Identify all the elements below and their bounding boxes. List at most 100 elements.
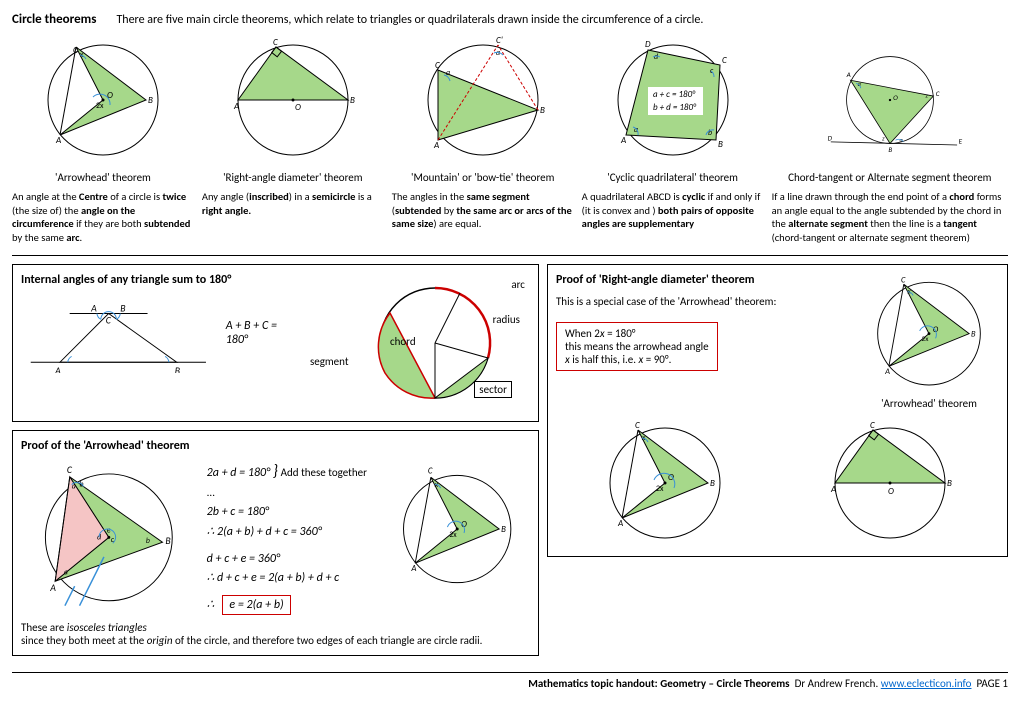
svg-text:A: A <box>90 302 97 314</box>
svg-text:E: E <box>958 136 962 145</box>
label-chord: chord <box>390 335 416 348</box>
svg-text:A: A <box>433 140 439 151</box>
svg-text:B: B <box>710 478 715 489</box>
svg-text:A: A <box>49 582 56 594</box>
rightangle-small-diagram: C x A B O 2x <box>859 273 999 394</box>
footer-link[interactable]: www.eclecticon.info <box>881 677 972 690</box>
arrowhead-proof-section: Proof of the 'Arrowhead' theorem A B C a… <box>12 430 539 657</box>
svg-text:B: B <box>971 329 976 339</box>
label-arc: arc <box>511 278 525 291</box>
svg-text:B: B <box>350 95 355 106</box>
chordtangent-diagram: A C B D E O a a z z <box>815 35 965 165</box>
svg-text:2x: 2x <box>656 484 664 494</box>
right-column: Proof of 'Right-angle diameter' theorem … <box>547 264 1008 665</box>
svg-text:C: C <box>273 37 278 48</box>
svg-text:C: C <box>722 55 727 66</box>
svg-text:a: a <box>64 568 68 577</box>
theorem-desc-3: A quadrilateral ABCD is cyclic if and on… <box>582 190 764 231</box>
svg-text:O: O <box>888 486 894 497</box>
svg-text:A: A <box>617 518 623 529</box>
svg-text:2x: 2x <box>922 335 930 344</box>
svg-text:C: C <box>870 420 875 431</box>
internal-angles-title: Internal angles of any triangle sum to 1… <box>21 273 300 287</box>
svg-text:A: A <box>410 564 416 574</box>
triple-diag-2: C A B O <box>815 418 965 548</box>
label-radius: radius <box>493 313 520 326</box>
theorem-desc-0: An angle at the Centre of a circle is tw… <box>12 190 194 245</box>
proof-equations: 2a + d = 180° } Add these together ... 2… <box>207 459 374 616</box>
eq4: d + c + e = 360° <box>207 550 374 569</box>
isosceles-note: These are isosceles trianglessince they … <box>21 621 530 647</box>
svg-text:C: C <box>635 420 640 431</box>
cyclic-diagram: A B C D a b c d a + c = 180° b + d = 180… <box>598 35 748 165</box>
theorem-chordtangent: A C B D E O a a z z Chord-tangent or Alt… <box>772 35 1008 245</box>
page-subtitle: There are five main circle theorems, whi… <box>116 13 703 27</box>
svg-text:O: O <box>107 90 113 101</box>
footer-prefix: Mathematics topic handout: Geometry – Ci… <box>528 677 789 690</box>
theorem-name-2: 'Mountain' or 'bow-tie' theorem <box>411 171 554 184</box>
svg-text:d: d <box>654 52 658 62</box>
svg-text:C: C <box>106 314 112 326</box>
svg-text:C: C <box>936 89 940 98</box>
svg-text:B: B <box>718 139 723 150</box>
svg-text:B: B <box>165 535 170 547</box>
theorem-arrowhead: C x A B O 2x 'Arrowhead' theorem An angl… <box>12 35 194 245</box>
label-sector: sector <box>474 381 512 398</box>
svg-text:2x: 2x <box>449 530 457 539</box>
svg-text:D: D <box>645 39 651 50</box>
theorems-row: C x A B O 2x 'Arrowhead' theorem An angl… <box>12 35 1008 256</box>
svg-text:A: A <box>845 70 850 79</box>
footer-author: Dr Andrew French. <box>795 677 879 690</box>
box1: When 2x = 180° <box>565 327 709 340</box>
svg-text:C: C <box>73 45 78 56</box>
box3: x is half this, i.e. x = 90°. <box>565 353 709 366</box>
svg-text:B: B <box>501 524 506 534</box>
rightangle-redbox: When 2x = 180° this means the arrowhead … <box>556 322 718 371</box>
rightangle-proof-text: This is a special case of the 'Arrowhead… <box>556 295 849 308</box>
svg-text:C: C <box>427 466 432 476</box>
svg-text:B: B <box>148 95 153 106</box>
svg-text:A: A <box>55 135 61 146</box>
arrowhead-label-right: 'Arrowhead' theorem <box>859 397 999 410</box>
eq5: ∴ d + c + e = 2(a + b) + d + c <box>207 569 374 588</box>
proofs-row: Internal angles of any triangle sum to 1… <box>12 264 1008 665</box>
theorem-name-1: 'Right-angle diameter' theorem <box>223 171 362 184</box>
rightangle-diagram: C A B O <box>218 35 368 165</box>
theorem-desc-4: If a line drawn through the end point of… <box>772 190 1008 245</box>
triple-diagrams: C x A B O 2x C A B O <box>556 418 999 548</box>
rightangle-proof-section: Proof of 'Right-angle diameter' theorem … <box>547 264 1008 557</box>
svg-text:C: C <box>435 60 440 71</box>
rightangle-proof-title: Proof of 'Right-angle diameter' theorem <box>556 273 849 287</box>
footer-page: PAGE 1 <box>976 677 1008 690</box>
arrowhead-proof-diagram: A B C a b a b d e c <box>21 459 197 616</box>
circle-parts-diagram: arc radius chord segment sector <box>310 273 530 413</box>
proof-result: e = 2(a + b) <box>222 595 290 615</box>
theorem-desc-1: Any angle (inscribed) in a semicircle is… <box>202 190 384 217</box>
svg-text:A: A <box>884 366 890 376</box>
svg-text:C: C <box>67 464 73 476</box>
svg-text:B: B <box>175 364 180 372</box>
theorem-cyclic: A B C D a b c d a + c = 180° b + d = 180… <box>582 35 764 245</box>
footer: Mathematics topic handout: Geometry – Ci… <box>12 672 1008 690</box>
left-column: Internal angles of any triangle sum to 1… <box>12 264 539 665</box>
proof-step2-diagram: A B C x O 2x <box>384 459 530 599</box>
header: Circle theorems There are five main circ… <box>12 12 1008 27</box>
svg-text:A: A <box>830 484 836 495</box>
svg-text:C': C' <box>496 35 503 46</box>
arrowhead-proof-title: Proof of the 'Arrowhead' theorem <box>21 439 530 453</box>
theorem-name-0: 'Arrowhead' theorem <box>55 171 151 184</box>
svg-text:B: B <box>120 302 125 314</box>
svg-text:e: e <box>107 526 111 535</box>
theorem-desc-2: The angles in the same segment (subtende… <box>392 190 574 231</box>
svg-text:C: C <box>901 275 906 285</box>
page-title: Circle theorems <box>12 12 96 27</box>
svg-text:b: b <box>146 537 150 546</box>
eq1: 2a + d = 180° <box>207 466 271 480</box>
eq3: ∴ 2(a + b) + d + c = 360° <box>207 523 374 542</box>
svg-text:B: B <box>947 478 952 489</box>
triangle-sum-formula: A + B + C = 180° <box>226 319 300 347</box>
theorem-name-3: 'Cyclic quadrilateral' theorem <box>607 171 738 184</box>
svg-text:A: A <box>54 364 61 372</box>
label-segment: segment <box>310 355 349 368</box>
theorem-name-4: Chord-tangent or Alternate segment theor… <box>788 171 991 184</box>
